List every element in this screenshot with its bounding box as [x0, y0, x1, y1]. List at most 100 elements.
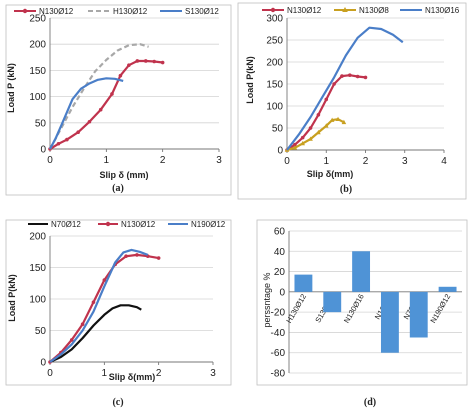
- panel-b-data-point: [324, 97, 329, 102]
- panel-a-caption: (a): [112, 183, 124, 194]
- panel-a-frame: [5, 4, 232, 196]
- panel-c-data-point: [135, 253, 139, 257]
- panel-a: N130Ø12 H130Ø12 S130Ø12 0 50 100 150 200 250 0 1 2…: [5, 4, 232, 196]
- panel-a-ytick-label: 0: [40, 145, 46, 156]
- panel-a-ytick-label: 200: [29, 40, 46, 51]
- panel-b-legend-label: N130Ø12: [287, 6, 322, 15]
- panel-c-ytick-label: 100: [29, 295, 46, 306]
- panel-d-ytick-label: 60: [274, 227, 286, 238]
- panel-d-grid: [289, 230, 462, 374]
- panel-a-data-point: [118, 73, 123, 78]
- panel-b-xtick-label: 4: [441, 156, 447, 167]
- panel-b: N130Ø12 N130Ø8 N130Ø16 0501001502002503000…: [237, 2, 467, 200]
- panel-d-ytick-label: 20: [274, 267, 286, 278]
- panel-c-legend-label: N70Ø12: [51, 220, 81, 229]
- panel-d-bar: [323, 291, 342, 313]
- panel-a-xlabel: Slip δ (mm): [100, 170, 149, 180]
- panel-d-bar: [294, 274, 313, 292]
- panel-d-bar: [409, 291, 428, 338]
- panel-c-ylabel: Load P(kN): [7, 274, 17, 322]
- panel-b-ytick-label: 0: [277, 146, 283, 157]
- panel-a-data-point: [143, 59, 148, 63]
- panel-b-data-point: [308, 136, 313, 141]
- panel-d-axes: -80-60-40-200204060H130Ø12S130Ø12N130Ø16…: [271, 227, 462, 380]
- panel-b-data-point: [332, 82, 336, 86]
- panel-b-data-point: [335, 116, 341, 121]
- panel-a-data-point: [65, 137, 69, 142]
- panel-b-legend: N130Ø12 N130Ø8 N130Ø16: [262, 6, 460, 15]
- panel-c: N70Ø12 N130Ø12 N190Ø12 0 50 100 150 200 0 1 2 3 Sl…: [5, 219, 232, 408]
- panel-a-legend-label: H130Ø12: [113, 7, 148, 16]
- panel-d-category-label: N190Ø12: [428, 292, 452, 324]
- panel-b-xtick-label: 0: [284, 156, 290, 167]
- panel-d: -80-60-40-200204060H130Ø12S130Ø12N130Ø16…: [256, 219, 468, 408]
- panel-b-ytick-label: 100: [266, 102, 283, 113]
- panel-b-data-point: [316, 129, 321, 135]
- panel-d-category-label: H130Ø12: [284, 292, 308, 324]
- panel-b-legend-marker: [270, 7, 276, 13]
- panel-d-category-label: N130Ø16: [342, 292, 366, 324]
- panel-b-xtick-label: 3: [402, 156, 408, 167]
- panel-b-data-point: [300, 135, 305, 140]
- panel-d-bar: [380, 291, 399, 353]
- panel-c-xtick-label: 1: [102, 368, 108, 379]
- panel-c-plot: [48, 248, 161, 364]
- panel-c-data-point: [124, 254, 128, 258]
- panel-b-data-point: [329, 117, 335, 122]
- panel-b-ytick-label: 300: [266, 14, 283, 25]
- panel-b-data-point: [341, 119, 347, 125]
- panel-a-ytick-label: 150: [29, 66, 46, 77]
- panel-d-caption: (d): [364, 397, 376, 408]
- panel-c-axes: 0 50 100 150 200 0 1 2 3: [29, 232, 216, 380]
- panel-a-ytick-label: 250: [29, 14, 46, 25]
- panel-b-data-point: [348, 73, 352, 77]
- panel-a-legend-label: N130Ø12: [39, 7, 74, 16]
- panel-a-ylabel: Load P (kN): [6, 63, 16, 113]
- panel-c-data-point: [102, 278, 107, 282]
- panel-c-caption: (c): [112, 397, 123, 408]
- panel-c-legend-label: N130Ø12: [121, 220, 156, 229]
- panel-b-ytick-label: 200: [266, 58, 283, 69]
- panel-d-frame: [256, 219, 468, 386]
- panel-d-ytick-label: -20: [271, 308, 286, 319]
- panel-a-xtick-label: 1: [104, 155, 110, 166]
- panel-a-plot: [48, 43, 165, 151]
- panel-b-xtick-label: 2: [363, 156, 369, 167]
- panel-d-ytick-label: 0: [279, 287, 285, 298]
- panel-b-legend-label: N130Ø16: [425, 6, 460, 15]
- panel-b-data-point: [340, 74, 344, 78]
- panel-a-data-point: [152, 59, 157, 64]
- panel-b-caption: (b): [340, 184, 352, 195]
- panel-c-ytick-label: 200: [29, 232, 46, 243]
- panel-a-legend-label: S130Ø12: [185, 7, 219, 16]
- panel-c-data-point: [91, 300, 96, 304]
- panel-b-legend-label: N130Ø8: [359, 6, 389, 15]
- panel-a-series-line: [49, 43, 149, 150]
- panel-b-data-point: [292, 145, 298, 150]
- panel-a-axes: 0 50 100 150 200 250 0 1 2 3: [29, 14, 222, 167]
- panel-a-ytick-label: 100: [29, 92, 46, 103]
- panel-b-series-line: [286, 26, 404, 151]
- panel-c-ytick-label: 50: [35, 326, 47, 337]
- panel-c-series-line: [49, 253, 159, 363]
- panel-c-xtick-label: 0: [47, 368, 53, 379]
- panel-b-xtick-label: 1: [323, 156, 329, 167]
- panel-a-data-point: [98, 107, 103, 112]
- panel-b-frame: [237, 2, 467, 200]
- panel-a-xtick-label: 0: [47, 155, 53, 166]
- panel-b-series-line: [286, 74, 366, 151]
- panel-b-axes: 0 50 100 150 200 250 300 0 1 2 3 4: [266, 14, 447, 168]
- panel-c-frame: [5, 219, 232, 386]
- panel-d-ylabel: perssntage %: [262, 272, 272, 327]
- panel-d-ytick-label: -40: [271, 328, 286, 339]
- panel-a-xtick-label: 3: [216, 155, 222, 166]
- panel-a-grid: [50, 17, 219, 124]
- panel-a-legend: N130Ø12 H130Ø12 S130Ø12: [14, 7, 219, 16]
- panel-c-data-point: [69, 338, 74, 342]
- panel-c-xtick-label: 3: [210, 368, 216, 379]
- panel-d-bar: [352, 251, 371, 292]
- panel-b-ytick-label: 250: [266, 36, 283, 47]
- panel-a-series-line: [49, 59, 163, 150]
- panel-b-data-point: [293, 142, 297, 147]
